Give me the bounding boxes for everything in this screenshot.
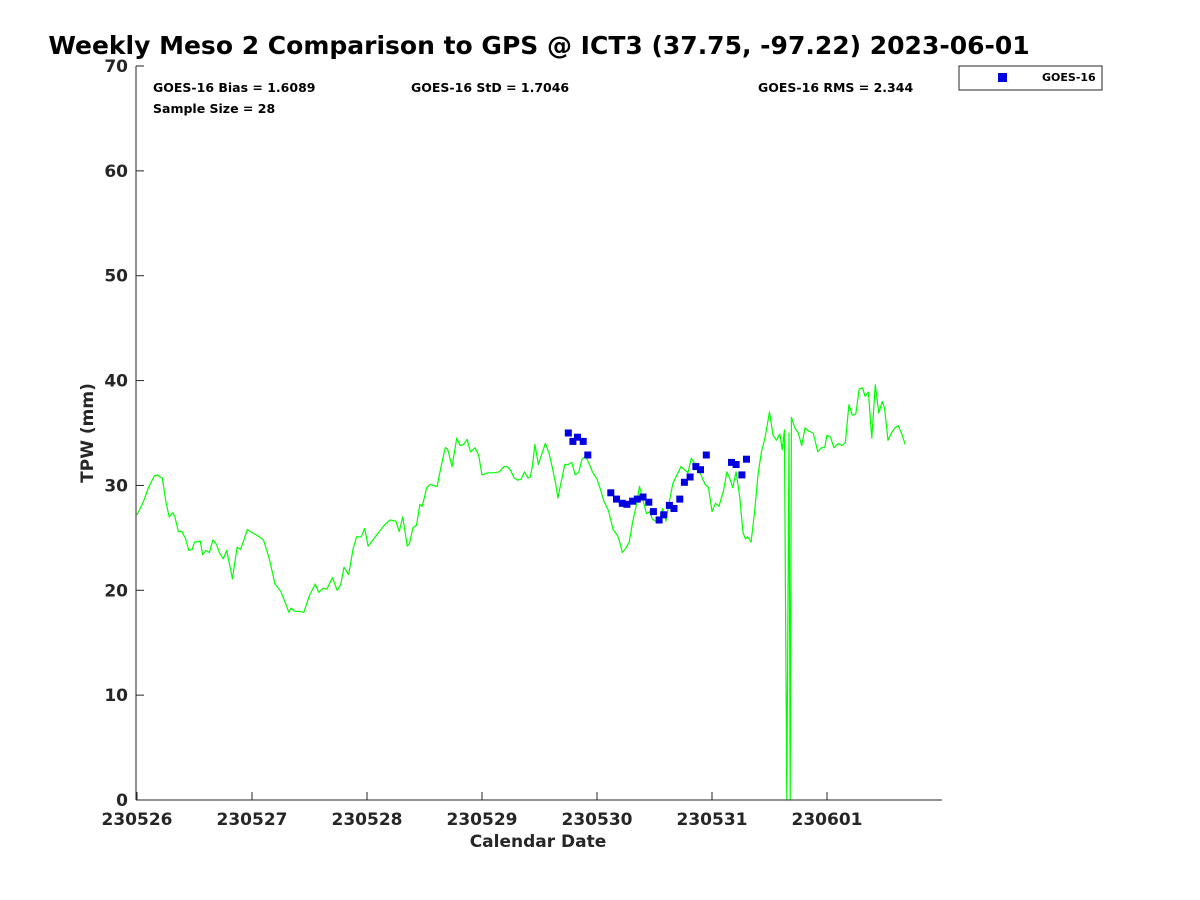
data-point-goes16: [623, 500, 631, 508]
legend: GOES-16: [958, 65, 1103, 91]
chart-title: Weekly Meso 2 Comparison to GPS @ ICT3 (…: [48, 31, 1029, 60]
x-ticks: 230526 230527 230528 230529 230530 230531 2306…: [102, 792, 863, 830]
x-tick-label: 230531: [677, 810, 748, 830]
y-tick-label: 0: [116, 791, 128, 811]
data-point-goes16: [660, 511, 668, 519]
y-axis-label: TPW (mm): [78, 383, 98, 483]
data-point-goes16: [574, 433, 581, 441]
data-point-goes16: [655, 516, 663, 524]
y-tick-label: 10: [104, 686, 128, 706]
data-point-goes16: [569, 437, 577, 445]
data-point-goes16: [732, 461, 740, 468]
data-point-goes16: [680, 478, 688, 486]
series-line-gps: [136, 384, 906, 801]
data-point-goes16: [645, 498, 653, 506]
data-point-goes16: [633, 495, 641, 503]
data-point-goes16: [686, 473, 694, 481]
data-layer: [136, 384, 906, 801]
data-point-goes16: [702, 451, 710, 459]
y-tick-label: 30: [104, 476, 128, 496]
x-tick-label: 230527: [217, 810, 288, 830]
data-point-goes16: [665, 501, 673, 509]
x-tick-label: 230530: [562, 810, 633, 830]
data-point-goes16: [564, 429, 572, 437]
data-point-goes16: [728, 458, 735, 466]
data-point-goes16: [676, 495, 684, 503]
bias-stat: GOES-16 Bias = 1.6089: [153, 80, 315, 95]
std-stat: GOES-16 StD = 1.7046: [411, 80, 569, 95]
x-axis-label: Calendar Date: [470, 832, 607, 852]
data-point-goes16: [584, 451, 592, 459]
legend-marker-goes16: [998, 73, 1007, 82]
y-ticks: 0 10 20 30 40 50 60 70: [104, 57, 144, 811]
data-point-goes16: [697, 466, 704, 474]
data-point-goes16: [738, 471, 746, 479]
sample-size-stat: Sample Size = 28: [153, 101, 275, 116]
data-point-goes16: [613, 495, 620, 503]
data-point-goes16: [629, 497, 637, 505]
y-tick-label: 50: [104, 267, 128, 287]
data-point-goes16: [639, 493, 647, 501]
legend-label-goes16: GOES-16: [1042, 71, 1096, 84]
data-point-goes16: [607, 489, 615, 497]
x-tick-label: 230601: [792, 810, 863, 830]
plot-area: 0 10 20 30 40 50 60 70 230526 230527 230528 230529…: [102, 57, 942, 830]
rms-stat: GOES-16 RMS = 2.344: [758, 80, 913, 95]
data-point-goes16: [692, 463, 700, 471]
x-tick-label: 230528: [332, 810, 403, 830]
data-point-goes16: [649, 508, 657, 516]
data-point-goes16: [618, 499, 626, 507]
data-point-goes16: [670, 505, 678, 512]
y-tick-label: 20: [104, 581, 128, 601]
y-tick-label: 70: [104, 57, 128, 77]
data-point-goes16: [743, 455, 750, 463]
data-point-goes16: [579, 437, 587, 445]
y-tick-label: 40: [104, 372, 128, 392]
y-tick-label: 60: [104, 162, 128, 182]
legend-box: [958, 65, 1103, 91]
x-tick-label: 230529: [447, 810, 518, 830]
x-tick-label: 230526: [102, 810, 173, 830]
